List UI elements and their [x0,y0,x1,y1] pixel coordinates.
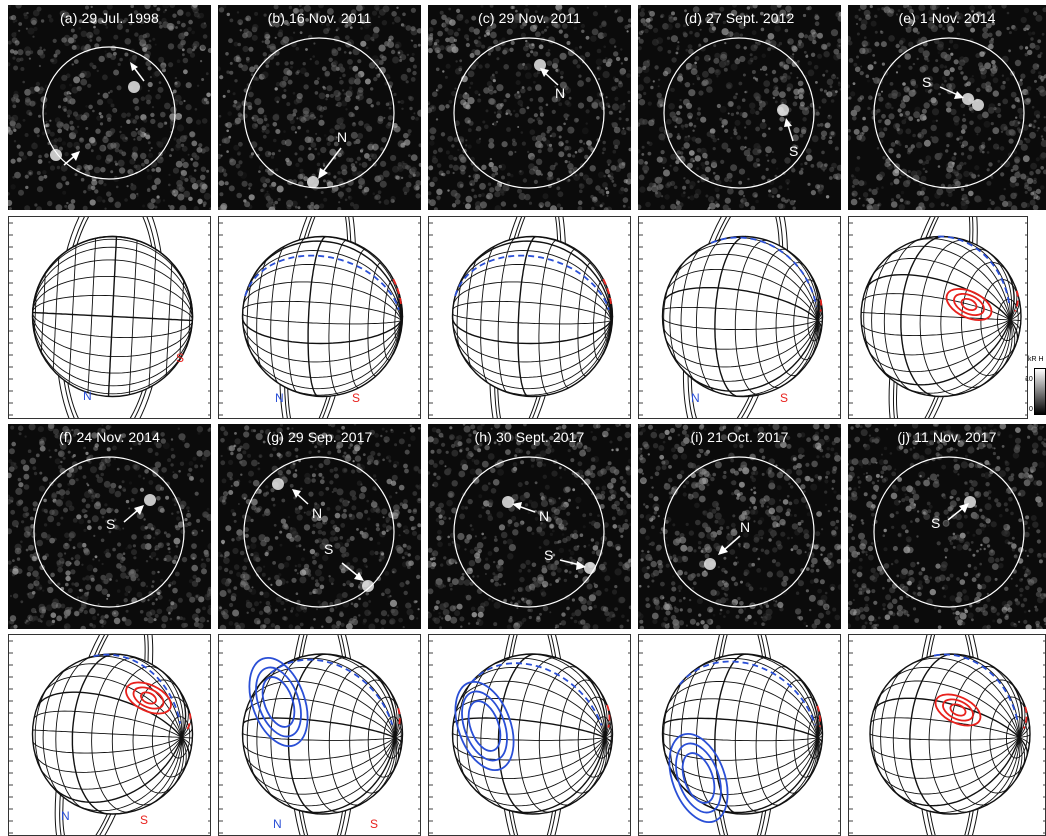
panel-title-a: (a) 29 Jul. 1998 [60,10,159,26]
globe-panel-i [638,634,841,836]
obs-panel-j: (j) 11 Nov. 2017 S [848,424,1046,629]
globe-label-s: S [780,391,789,405]
arrow-icon [123,509,139,523]
colorbar-tick: 10 [1025,376,1033,383]
globe-diagram-j [849,635,1045,835]
colorbar-label: kR H [1028,356,1044,363]
globe-diagram-e [849,217,1027,418]
globe-label-s: S [176,351,185,365]
globe-label-n: N [275,391,284,405]
arrow-icon [321,147,342,174]
obs-label: S [324,541,334,557]
obs-label: S [544,547,554,563]
obs-label: N [337,129,348,145]
obs-panel-e: (e) 1 Nov. 2014 S [848,5,1046,210]
arrow-icon [787,124,794,142]
globe-diagram-d [639,217,840,418]
arrow-icon [517,505,536,513]
obs-panel-f: (f) 24 Nov. 2014 S [8,424,211,629]
globe-panel-h [428,634,631,836]
globe-label-n: N [83,389,92,403]
obs-image-h [428,424,631,629]
obs-label: S [106,516,116,532]
obs-panel-b: (b) 16 Nov. 2011 N [218,5,421,210]
colorbar: kR H 10 0 [1025,356,1046,415]
colorbar-gradient [1034,368,1046,415]
obs-image-i [638,424,841,629]
globe-diagram-a [9,217,210,418]
obs-panel-c: (c) 29 Nov. 2011 N [428,5,631,210]
obs-label: S [922,74,932,90]
panel-title-b: (b) 16 Nov. 2011 [267,10,372,26]
globe-panel-j [848,634,1046,836]
globe-diagram-f [9,635,210,835]
globe-label-n: N [691,391,700,405]
panel-title-e: (e) 1 Nov. 2014 [898,10,996,26]
panel-title-f: (f) 24 Nov. 2014 [59,429,160,445]
obs-label: N [740,519,751,535]
globe-label-n: N [61,809,70,823]
obs-panel-a: (a) 29 Jul. 1998 [8,5,211,210]
globe-label-s: S [352,391,361,405]
globe-label-s: S [370,817,379,831]
globe-panel-b: N S [218,216,421,419]
globe-panel-d: N S [638,216,841,419]
globe-diagram-c [429,217,630,418]
obs-image-f [8,424,211,629]
globe-diagram-h [429,635,630,835]
globe-panel-g: N S [218,634,421,836]
obs-image-c [428,5,631,210]
globe-diagram-i [639,635,840,835]
panel-title-i: (i) 21 Oct. 2017 [690,429,789,445]
obs-label: N [555,85,566,101]
panel-title-g: (g) 29 Sep. 2017 [266,429,373,445]
panel-title-h: (h) 30 Sept. 2017 [474,429,585,445]
obs-image-j [848,424,1046,629]
obs-panel-h: (h) 30 Sept. 2017 N S [428,424,631,629]
panel-title-j: (j) 11 Nov. 2017 [897,429,997,445]
arrow-icon [341,562,359,577]
globe-label-n: N [273,817,282,831]
obs-label: N [539,508,550,524]
arrow-icon [723,535,741,551]
obs-image-a [8,5,211,210]
globe-label-s: S [140,813,149,827]
obs-panel-i: (i) 21 Oct. 2017 N [638,424,841,629]
obs-image-g [218,424,421,629]
obs-panel-g: (g) 29 Sep. 2017 N S [218,424,421,629]
obs-image-e [848,5,1046,210]
colorbar-tick: 0 [1029,406,1033,413]
obs-label: S [931,515,941,531]
globe-diagram-b [219,217,420,418]
globe-panel-f: N S [8,634,211,836]
arrow-icon [296,493,309,505]
globe-panel-a: N S [8,216,211,419]
arrow-icon [939,86,959,96]
globe-panel-c [428,216,631,419]
obs-image-b [218,5,421,210]
arrow-icon [544,72,559,86]
globe-panel-e [848,216,1028,419]
arrow-icon [947,507,964,521]
panel-title-c: (c) 29 Nov. 2011 [477,10,582,26]
obs-panel-d: (d) 27 Sept. 2012 S [638,5,841,210]
obs-image-d [638,5,841,210]
obs-label: N [312,505,323,521]
panel-title-d: (d) 27 Sept. 2012 [684,10,795,26]
globe-diagram-g [219,635,420,835]
obs-label: S [789,143,799,159]
